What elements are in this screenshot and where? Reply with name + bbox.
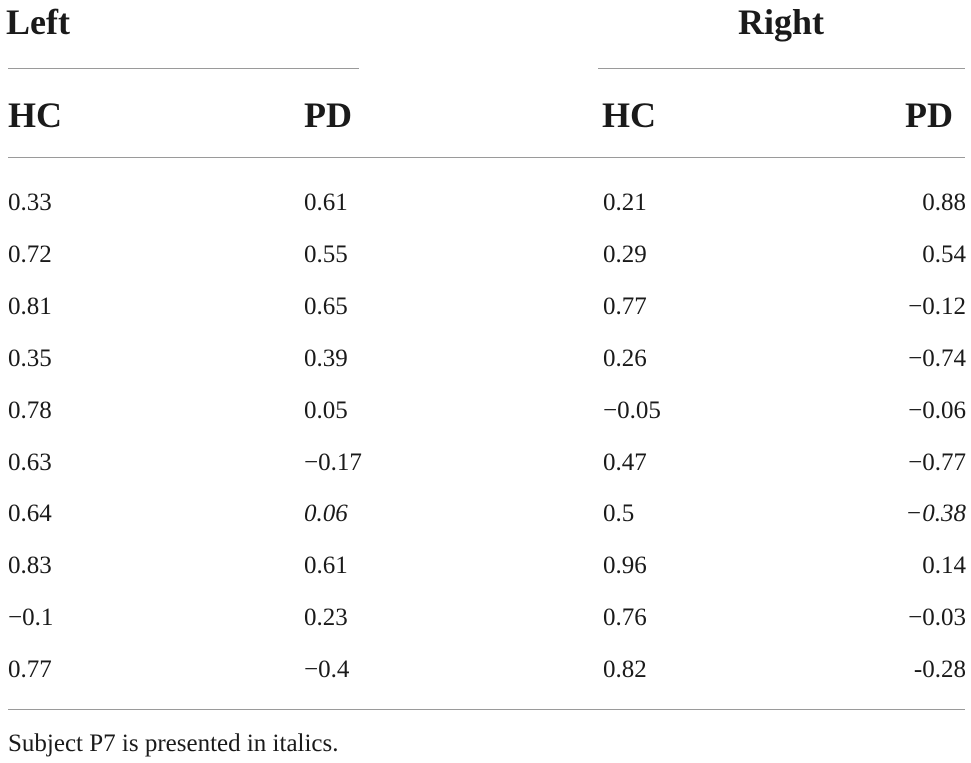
column-header-left-pd: PD (304, 95, 352, 135)
cell-right-hc: 0.29 (603, 240, 647, 268)
cell-left-hc: 0.83 (8, 552, 52, 580)
cell-right-hc: 0.96 (603, 552, 647, 580)
cell-right-pd: −0.03 (908, 604, 966, 632)
cell-left-pd: 0.06 (304, 500, 348, 528)
cell-right-pd: −0.12 (908, 292, 966, 320)
cell-left-hc: 0.77 (8, 656, 52, 684)
cell-left-hc: 0.35 (8, 344, 52, 372)
header-rule (8, 157, 965, 158)
cell-right-pd: −0.74 (908, 344, 966, 372)
cell-left-hc: 0.81 (8, 292, 52, 320)
column-header-right-hc: HC (602, 95, 656, 135)
cell-right-hc: 0.77 (603, 292, 647, 320)
cell-right-pd: −0.06 (908, 396, 966, 424)
cell-right-pd: 0.88 (922, 189, 966, 216)
cell-left-pd: 0.39 (304, 344, 348, 372)
cell-left-pd: 0.05 (304, 396, 348, 424)
cell-right-pd: −0.38 (905, 500, 966, 528)
cell-right-hc: 0.47 (603, 448, 647, 476)
cell-left-pd: −0.17 (304, 448, 362, 476)
group-rule-right (598, 68, 965, 69)
column-header-left-hc: HC (8, 95, 62, 135)
cell-right-hc: 0.5 (603, 500, 635, 528)
cell-left-hc: 0.63 (8, 448, 52, 476)
table-footnote: Subject P7 is presented in italics. (8, 730, 339, 757)
cell-right-hc: 0.82 (603, 656, 647, 684)
cell-left-hc: 0.72 (8, 240, 52, 268)
cell-left-pd: 0.61 (304, 189, 348, 216)
cell-right-hc: 0.76 (603, 604, 647, 632)
cell-left-pd: 0.65 (304, 292, 348, 320)
cell-left-hc: 0.64 (8, 500, 52, 528)
cell-right-hc: 0.26 (603, 344, 647, 372)
column-header-right-pd: PD (905, 95, 953, 135)
cell-left-pd: −0.4 (304, 656, 350, 684)
cell-right-pd: 0.14 (922, 552, 966, 580)
cell-left-hc: 0.33 (8, 189, 52, 216)
cell-left-pd: 0.23 (304, 604, 348, 632)
cell-right-pd: 0.54 (922, 240, 966, 268)
cell-left-hc: −0.1 (8, 604, 54, 632)
group-title-left: Left (6, 2, 70, 42)
cell-right-pd: -0.28 (913, 656, 966, 684)
cell-left-pd: 0.61 (304, 552, 348, 580)
cell-right-hc: −0.05 (603, 396, 661, 424)
cell-left-pd: 0.55 (304, 240, 348, 268)
table-bottom-rule (8, 709, 965, 710)
cell-right-hc: 0.21 (603, 189, 647, 216)
cell-right-pd: −0.77 (908, 448, 966, 476)
cell-left-hc: 0.78 (8, 396, 52, 424)
group-title-right: Right (738, 2, 825, 42)
group-rule-left (8, 68, 359, 69)
